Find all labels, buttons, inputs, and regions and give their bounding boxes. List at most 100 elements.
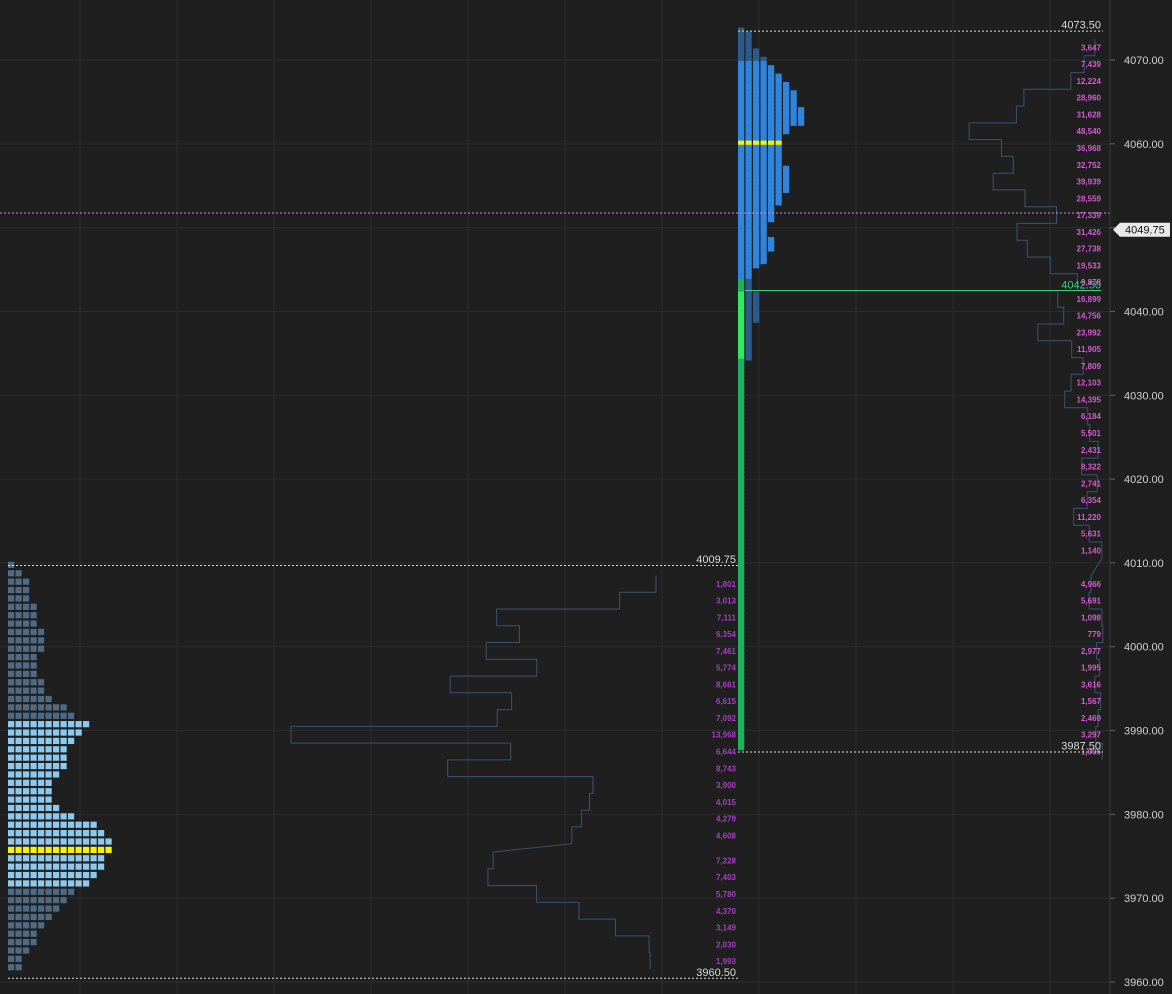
tpo-block: [98, 846, 105, 853]
tpo-block: [760, 228, 767, 235]
tpo-block: [60, 821, 67, 828]
tpo-block: [68, 871, 75, 879]
tpo-block: [23, 721, 30, 728]
tpo-block: [745, 245, 752, 252]
tpo-block: [738, 362, 745, 369]
tpo-block: [98, 863, 105, 870]
tpo-block: [768, 161, 775, 168]
tpo-block: [15, 846, 22, 853]
tpo-block: [30, 754, 37, 761]
tpo-block: [15, 712, 22, 719]
tpo-block: [15, 645, 22, 652]
tpo-block: [38, 888, 45, 895]
tpo-block: [60, 855, 67, 862]
tpo-block: [745, 77, 752, 84]
tpo-block: [753, 299, 760, 307]
tpo-block: [760, 149, 767, 156]
tpo-block: [753, 295, 760, 302]
volume-label: 3,297: [1081, 731, 1102, 740]
tpo-block: [45, 855, 52, 862]
tpo-block: [738, 568, 745, 575]
volume-label: 8,743: [716, 764, 737, 773]
tpo-block: [738, 677, 745, 684]
tpo-block: [738, 325, 745, 332]
tpo-block: [768, 165, 775, 172]
tpo-block: [738, 383, 745, 390]
tpo-block: [30, 913, 37, 921]
tpo-block: [783, 174, 790, 181]
tpo-block: [738, 656, 745, 663]
tpo-block: [760, 224, 767, 231]
tpo-block: [745, 270, 752, 277]
tpo-block: [738, 253, 745, 260]
tpo-block: [738, 161, 745, 168]
volume-label: 9,878: [1081, 278, 1102, 287]
tpo-block: [30, 704, 37, 711]
tpo-block: [738, 350, 745, 357]
tpo-block: [738, 559, 745, 566]
tpo-block: [768, 144, 775, 152]
tpo-block: [760, 98, 767, 105]
tpo-block: [23, 905, 30, 912]
tpo-block: [745, 48, 752, 55]
tpo-block: [768, 241, 775, 248]
tpo-block: [790, 111, 797, 118]
tpo-block: [8, 888, 15, 895]
tpo-block: [90, 838, 97, 845]
tpo-block: [15, 729, 22, 736]
tpo-block: [738, 626, 745, 633]
tpo-block: [8, 855, 15, 862]
tpo-block: [23, 637, 30, 644]
tpo-block: [23, 863, 30, 870]
tpo-block: [23, 704, 30, 711]
tpo-block: [738, 86, 745, 93]
tpo-block: [760, 111, 767, 118]
tpo-block: [738, 27, 745, 34]
tpo-block: [775, 77, 782, 84]
tpo-block: [783, 81, 790, 89]
tpo-block: [768, 153, 775, 160]
tpo-block: [53, 737, 60, 745]
tpo-block: [15, 871, 22, 879]
tpo-block: [38, 704, 45, 711]
tpo-block: [8, 897, 15, 904]
tpo-block: [768, 174, 775, 181]
tpo-block: [753, 65, 760, 72]
volume-label: 8,322: [1081, 463, 1102, 472]
tpo-block: [45, 846, 52, 853]
tpo-block: [738, 94, 745, 101]
tpo-block: [745, 182, 752, 189]
tpo-block: [8, 695, 15, 703]
tpo-block: [23, 838, 30, 845]
tpo-block: [753, 52, 760, 59]
tpo-block: [753, 232, 760, 240]
tpo-block: [23, 922, 30, 929]
tpo-block: [45, 796, 52, 803]
tpo-block: [30, 905, 37, 912]
tpo-block: [8, 595, 15, 602]
tpo-block: [8, 930, 15, 937]
tpo-block: [775, 182, 782, 189]
tpo-block: [745, 178, 752, 185]
tpo-block: [8, 561, 15, 569]
tpo-block: [760, 115, 767, 122]
volume-label: 779: [1088, 630, 1102, 639]
tpo-block: [753, 224, 760, 231]
tpo-block: [775, 107, 782, 114]
tpo-block: [738, 501, 745, 508]
tpo-block: [738, 593, 745, 600]
volume-label: 6,354: [1081, 496, 1102, 505]
tpo-block: [15, 628, 22, 636]
profile-low-label: 3987.50: [1061, 741, 1101, 753]
tpo-block: [60, 897, 67, 904]
tpo-block: [38, 897, 45, 904]
tpo-block: [53, 804, 60, 812]
tpo-block: [775, 165, 782, 172]
tpo-block: [745, 354, 752, 361]
tpo-block: [783, 102, 790, 110]
tpo-block: [8, 729, 15, 736]
tpo-block: [90, 830, 97, 837]
volume-label: 5,780: [716, 890, 737, 899]
volume-label: 2,469: [1081, 714, 1102, 723]
tpo-block: [23, 603, 30, 610]
